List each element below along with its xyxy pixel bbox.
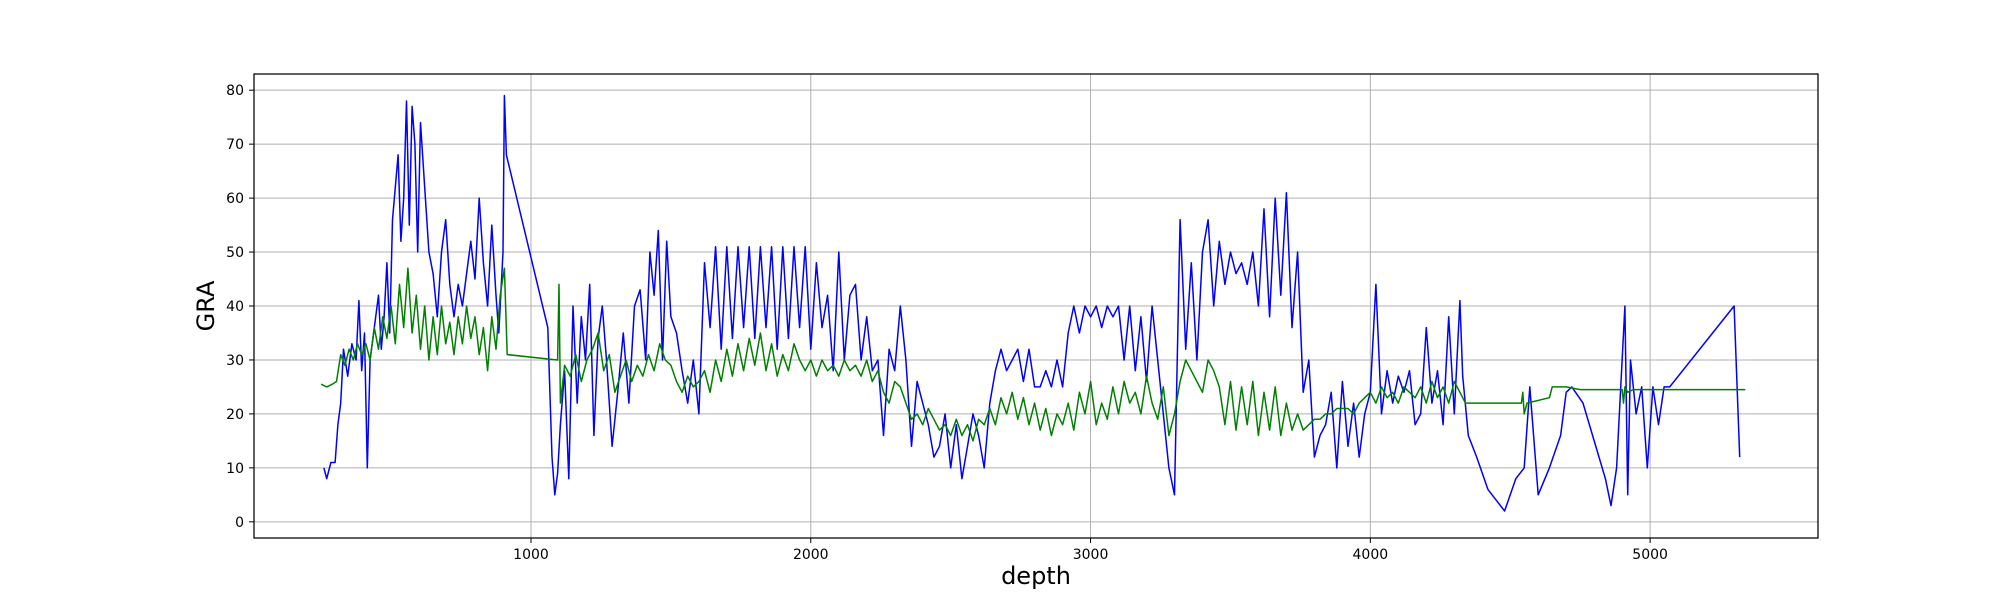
y-tick-label: 70 <box>226 137 244 153</box>
y-axis-label: GRA <box>192 280 220 331</box>
x-tick-label: 5000 <box>1632 547 1668 563</box>
ticks: 1000 2000 3000 4000 5000 0 10 20 30 40 50 60 70 80 <box>226 83 1668 563</box>
x-tick-label: 2000 <box>793 547 829 563</box>
grid <box>254 74 1818 538</box>
plot-series <box>320 94 1746 512</box>
x-axis-label: depth <box>1001 562 1071 590</box>
y-tick-label: 0 <box>235 515 244 531</box>
y-tick-label: 30 <box>226 353 244 369</box>
y-tick-label: 60 <box>226 191 244 207</box>
x-tick-label: 4000 <box>1353 547 1389 563</box>
y-tick-label: 20 <box>226 407 244 423</box>
x-tick-label: 3000 <box>1073 547 1109 563</box>
y-tick-label: 10 <box>226 461 244 477</box>
y-tick-label: 50 <box>226 245 244 261</box>
series-2-line <box>320 267 1746 442</box>
y-tick-label: 80 <box>226 83 244 99</box>
x-tick-label: 1000 <box>513 547 549 563</box>
series-1-line <box>323 94 1741 512</box>
y-tick-label: 40 <box>226 299 244 315</box>
